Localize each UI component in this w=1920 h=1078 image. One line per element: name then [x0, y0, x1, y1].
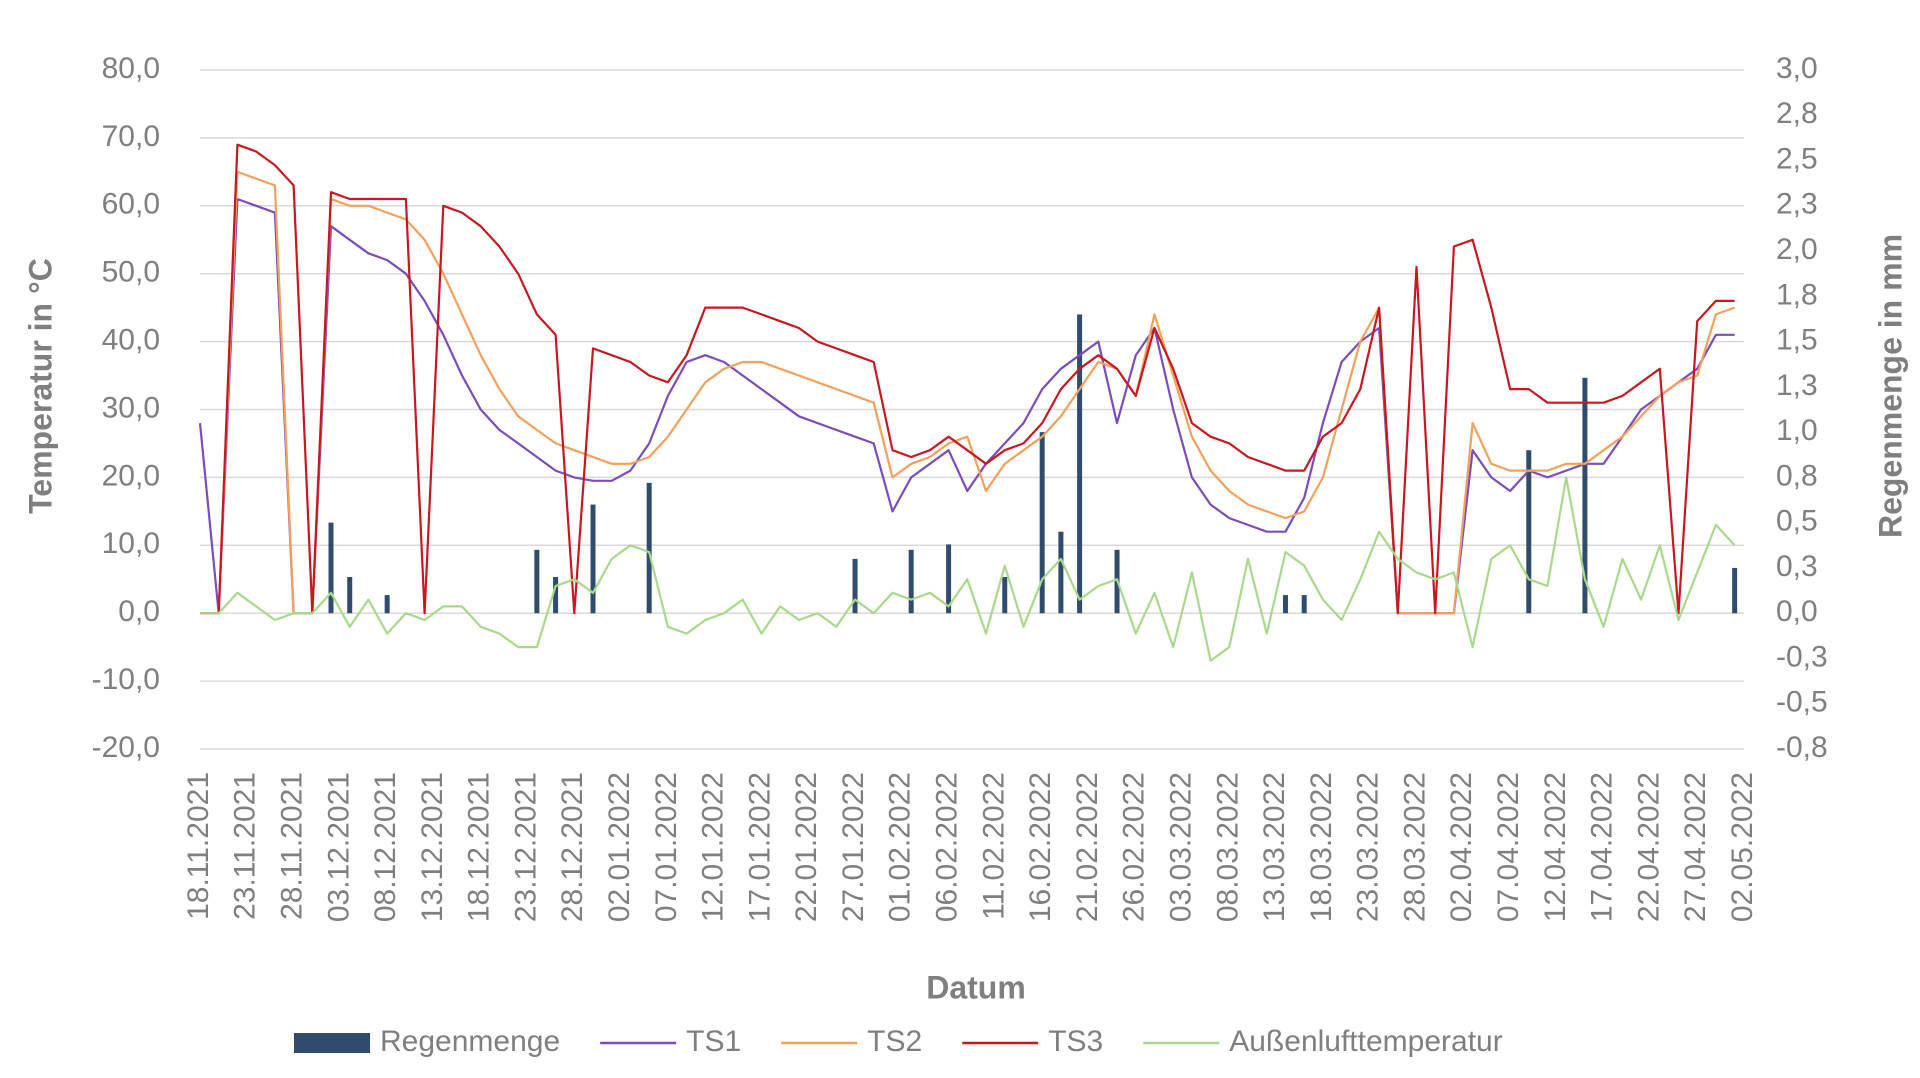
rain-bar	[384, 595, 390, 614]
x-tick-label: 16.02.2022	[1024, 772, 1057, 922]
y-tick-label: -10,0	[92, 663, 160, 696]
y-tick-label: 10,0	[102, 527, 160, 560]
y2-axis-title: Regenmenge in mm	[1872, 234, 1908, 538]
x-tick-label: 12.01.2022	[697, 772, 730, 922]
x-tick-label: 03.12.2021	[322, 772, 355, 922]
y2-tick-label: 0,5	[1776, 505, 1818, 538]
y-tick-label: 70,0	[102, 120, 160, 153]
x-tick-label: 13.03.2022	[1258, 772, 1291, 922]
y-tick-label: 30,0	[102, 391, 160, 424]
x-tick-label: 08.03.2022	[1211, 772, 1244, 922]
y2-tick-label: 2,8	[1776, 97, 1818, 130]
rain-bar	[347, 576, 353, 614]
x-tick-label: 28.12.2021	[556, 772, 589, 922]
rain-bar	[852, 558, 858, 614]
rain-bar	[1002, 576, 1008, 614]
x-tick-label: 07.04.2022	[1492, 772, 1525, 922]
rain-bar	[328, 522, 334, 614]
y-tick-label: -20,0	[92, 731, 160, 764]
y2-tick-label: 1,3	[1776, 369, 1818, 402]
series-line	[200, 143, 1735, 615]
x-axis-title: Datum	[926, 969, 1026, 1005]
y2-tick-label: 1,8	[1776, 278, 1818, 311]
rain-bar	[1301, 595, 1307, 614]
x-tick-label: 12.04.2022	[1539, 772, 1572, 922]
rain-bar	[1732, 567, 1738, 614]
x-tick-label: 03.03.2022	[1164, 772, 1197, 922]
x-tick-label: 02.05.2022	[1726, 772, 1759, 922]
series-line	[200, 476, 1736, 662]
rain-bar	[908, 549, 914, 614]
rain-bar	[553, 576, 559, 614]
legend-swatch	[294, 1033, 370, 1053]
y2-tick-label: -0,3	[1776, 640, 1828, 673]
rain-bar	[1526, 450, 1532, 614]
y-tick-label: 60,0	[102, 188, 160, 221]
rain-bar	[1582, 377, 1588, 614]
y2-tick-label: -0,5	[1776, 686, 1828, 719]
rain-bar	[590, 504, 596, 614]
x-tick-label: 02.04.2022	[1445, 772, 1478, 922]
x-tick-label: 13.12.2021	[416, 772, 449, 922]
y-axis-title: Temperatur in °C	[22, 258, 58, 514]
y2-tick-label: 1,5	[1776, 324, 1818, 357]
x-tick-label: 28.03.2022	[1398, 772, 1431, 922]
rain-bar	[646, 482, 652, 614]
y2-tick-label: 1,0	[1776, 414, 1818, 447]
x-tick-label: 22.04.2022	[1632, 772, 1665, 922]
x-tick-label: 23.11.2021	[229, 772, 262, 920]
rain-bar	[1039, 432, 1045, 614]
y-tick-label: 50,0	[102, 256, 160, 289]
y2-tick-label: 0,3	[1776, 550, 1818, 583]
x-tick-label: 21.02.2022	[1071, 772, 1104, 922]
x-tick-label: 23.12.2021	[509, 772, 542, 922]
x-tick-label: 17.01.2022	[743, 772, 776, 922]
x-tick-label: 27.01.2022	[837, 772, 870, 922]
legend-label: Außenlufttemperatur	[1229, 1025, 1502, 1058]
series-line	[198, 197, 1735, 615]
legend-label: TS2	[867, 1025, 922, 1058]
legend-label: TS3	[1048, 1025, 1103, 1058]
x-tick-label: 28.11.2021	[275, 772, 308, 920]
y2-tick-label: 2,0	[1776, 233, 1818, 266]
x-tick-label: 17.04.2022	[1586, 772, 1619, 922]
y-tick-label: 20,0	[102, 459, 160, 492]
y2-tick-label: 0,0	[1776, 595, 1818, 628]
y-tick-label: 0,0	[118, 595, 160, 628]
y-tick-label: 40,0	[102, 324, 160, 357]
legend-label: Regenmenge	[380, 1025, 560, 1058]
y-tick-label: 80,0	[102, 52, 160, 85]
y2-tick-label: -0,8	[1776, 731, 1828, 764]
rain-bar	[1282, 595, 1288, 614]
y2-tick-label: 3,0	[1776, 52, 1818, 85]
legend-label: TS1	[686, 1025, 741, 1058]
x-tick-label: 18.03.2022	[1305, 772, 1338, 922]
rain-bar	[1077, 314, 1083, 614]
rain-bar	[946, 544, 952, 614]
x-tick-label: 02.01.2022	[603, 772, 636, 922]
x-tick-label: 22.01.2022	[790, 772, 823, 922]
rain-bar	[1058, 531, 1064, 614]
y2-tick-label: 0,8	[1776, 459, 1818, 492]
x-tick-label: 23.03.2022	[1352, 772, 1385, 922]
x-tick-label: 27.04.2022	[1679, 772, 1712, 922]
series-line	[200, 170, 1735, 615]
x-tick-label: 08.12.2021	[369, 772, 402, 922]
x-tick-label: 11.02.2022	[977, 772, 1010, 920]
y2-tick-label: 2,3	[1776, 188, 1818, 221]
x-tick-label: 18.12.2021	[463, 772, 496, 922]
rain-bar	[534, 549, 540, 614]
x-tick-label: 01.02.2022	[884, 772, 917, 922]
y2-tick-label: 2,5	[1776, 142, 1818, 175]
x-tick-label: 26.02.2022	[1118, 772, 1151, 922]
x-tick-label: 18.11.2021	[182, 772, 215, 920]
x-tick-label: 06.02.2022	[931, 772, 964, 922]
x-tick-label: 07.01.2022	[650, 772, 683, 922]
